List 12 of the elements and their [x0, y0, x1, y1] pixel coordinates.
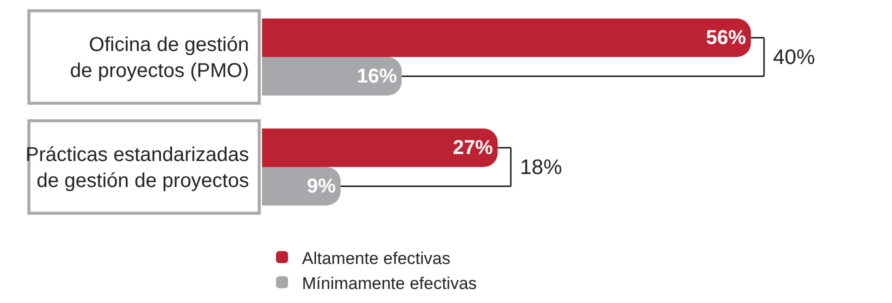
- y-tick-label: Prácticas estandarizadas de gestión de proyectos: [26, 144, 249, 192]
- legend-label: Altamente efectivas: [302, 248, 450, 268]
- y-tick-label: Oficina de gestión de proyectos (PMO): [70, 34, 249, 82]
- text: 40%: [773, 46, 816, 69]
- data-label: 9%: [306, 175, 336, 198]
- data-label: 56%: [706, 26, 746, 49]
- data-label: 16%: [356, 65, 398, 88]
- bar: [262, 18, 751, 57]
- bar: [262, 128, 498, 167]
- data-label: 27%: [452, 136, 494, 159]
- annotation: 18%: [520, 156, 562, 179]
- legend-label: Mínimamente efectivas: [302, 274, 477, 293]
